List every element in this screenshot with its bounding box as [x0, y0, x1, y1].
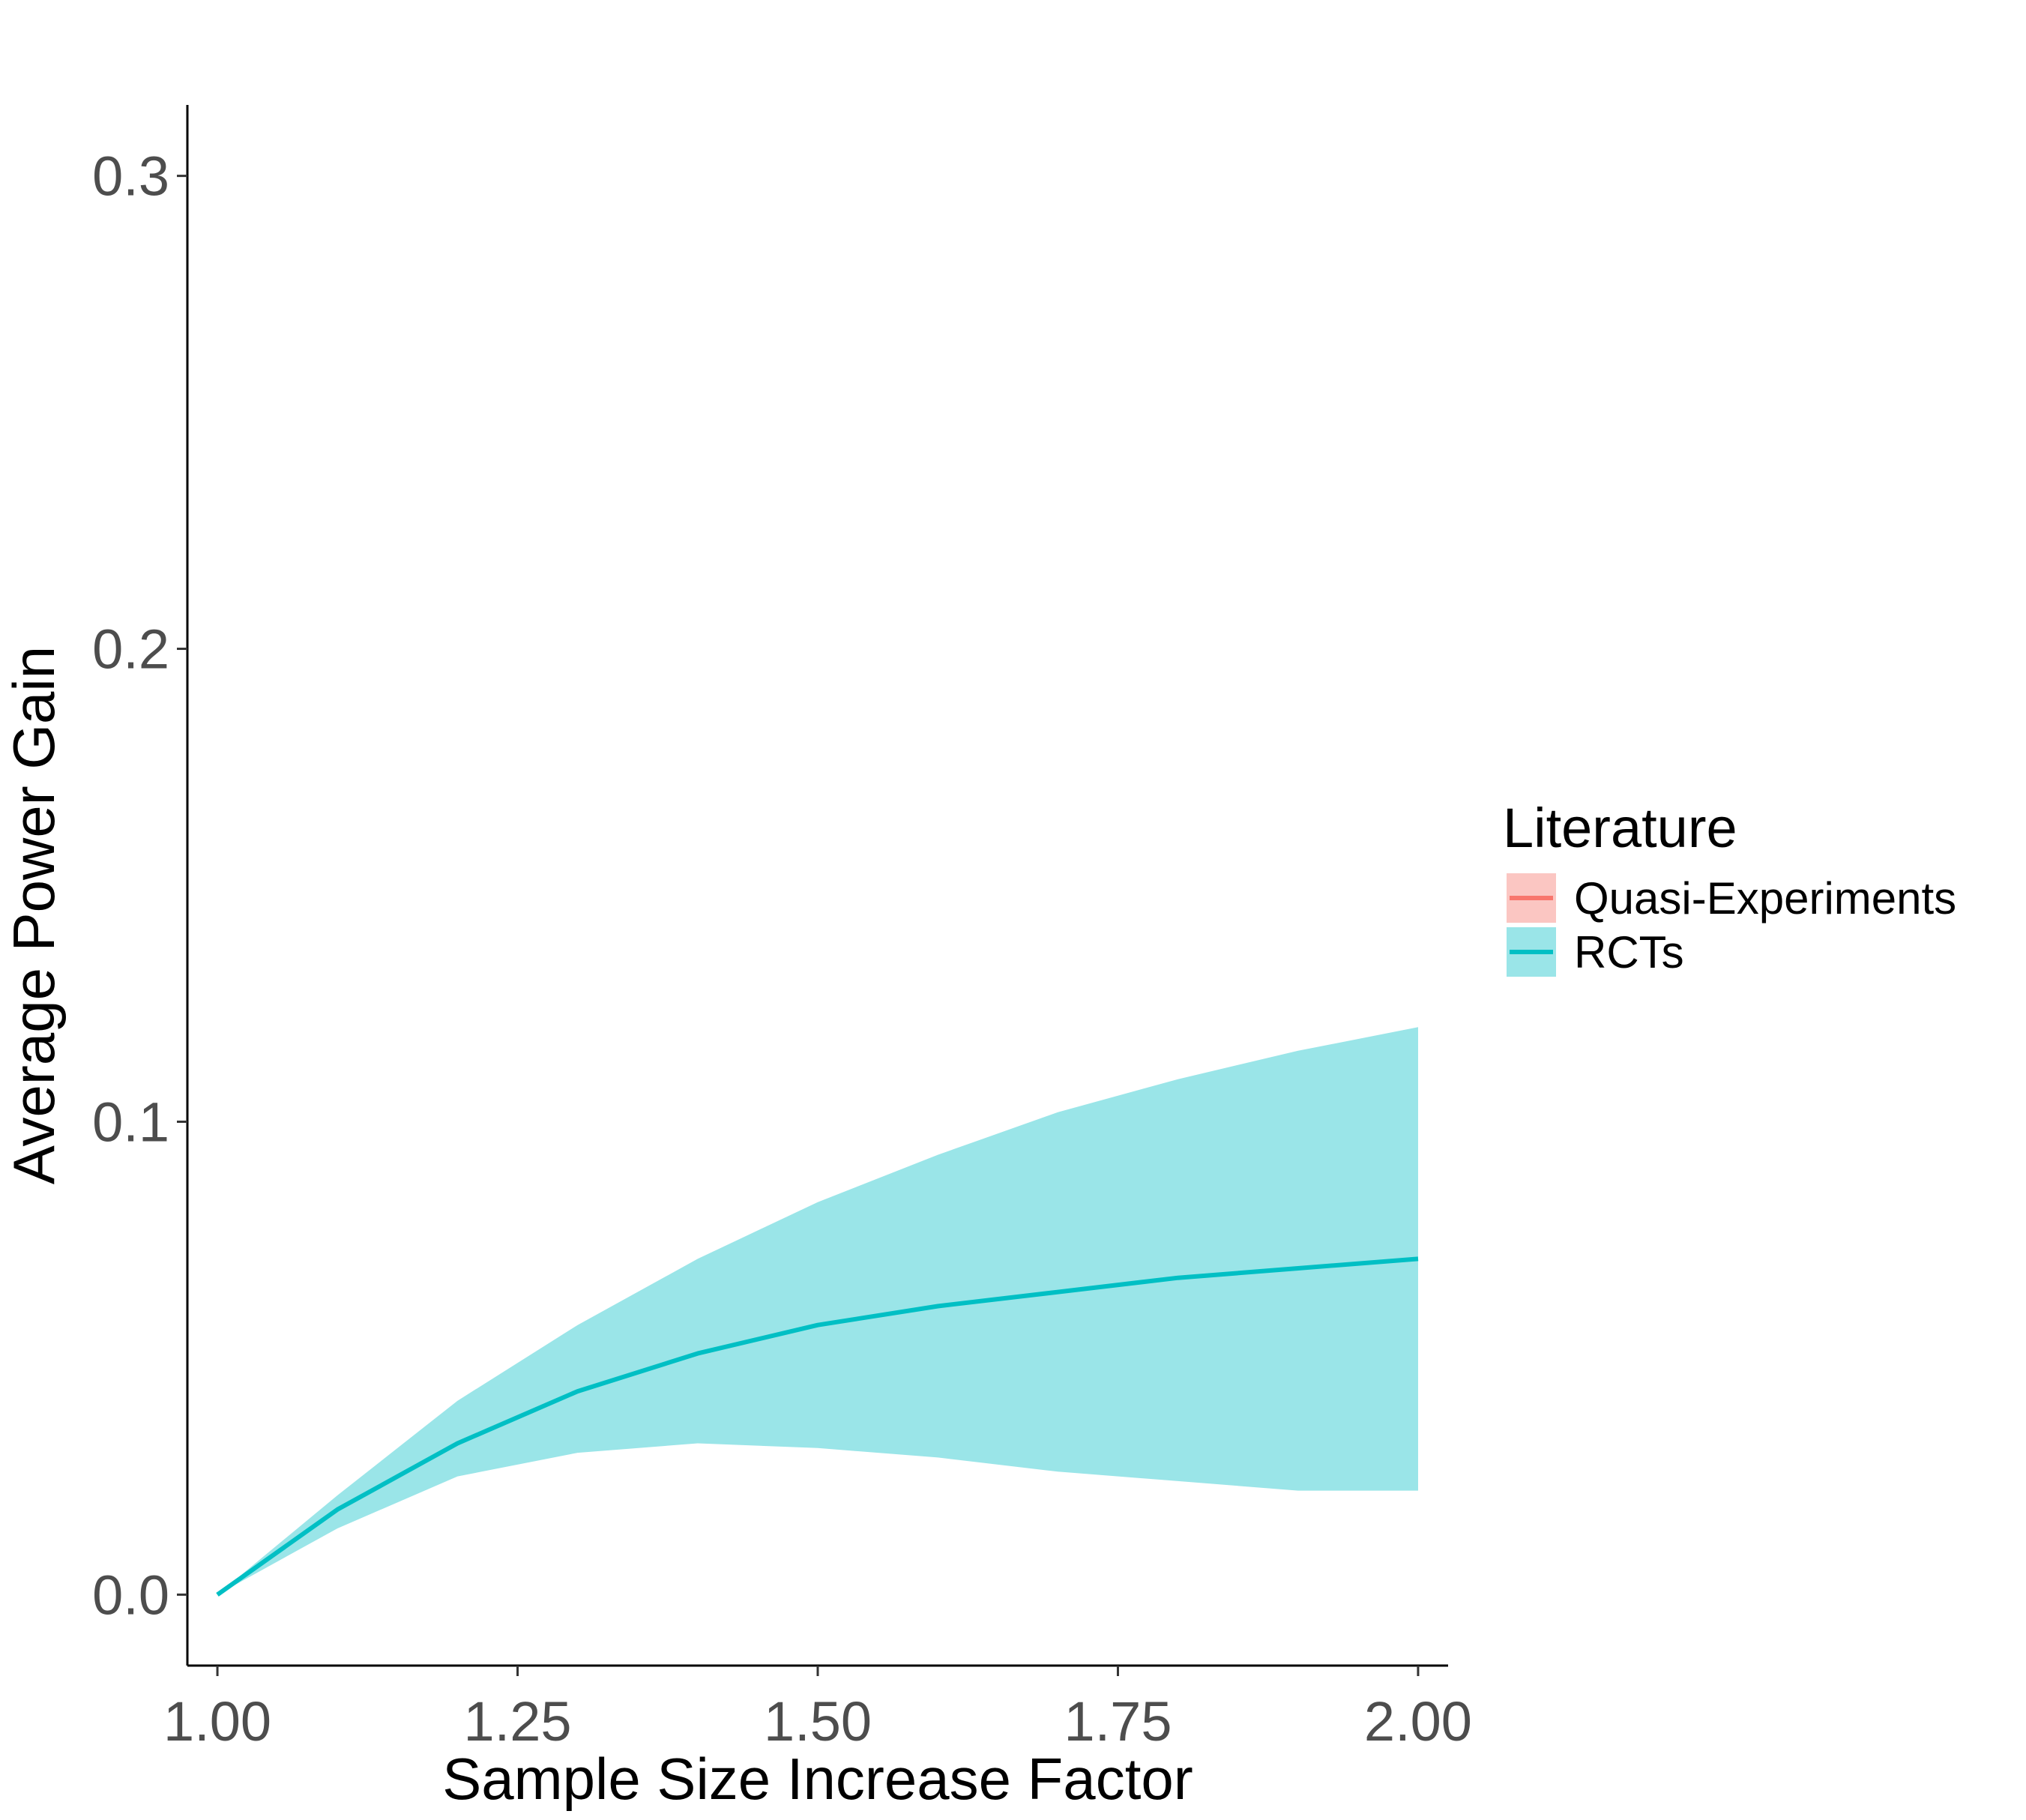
x-tick-label: 2.00 [1364, 1690, 1472, 1753]
x-tick-label: 1.50 [764, 1690, 872, 1753]
axes: 0.0 0.1 0.2 0.3 1.00 1.25 1.50 1.75 2.00 [92, 105, 1472, 1753]
y-tick-label: 0.1 [92, 1091, 169, 1153]
legend-label: Quasi-Experiments [1574, 873, 1956, 923]
legend-label: RCTs [1574, 927, 1684, 977]
plot-area [216, 1027, 1419, 1597]
y-axis-title: Average Power Gain [1, 646, 67, 1184]
y-tick-label: 0.3 [92, 145, 169, 208]
legend-title: Literature [1503, 797, 1737, 859]
confidence-band-rcts [217, 1027, 1418, 1595]
x-axis-title: Sample Size Increase Factor [442, 1746, 1193, 1812]
x-tick-label: 1.25 [464, 1690, 572, 1753]
y-tick-label: 0.2 [92, 618, 169, 681]
x-tick-label: 1.75 [1064, 1690, 1172, 1753]
x-tick-label: 1.00 [163, 1690, 271, 1753]
y-tick-label: 0.0 [92, 1564, 169, 1626]
series-line-rcts [216, 1256, 1419, 1597]
